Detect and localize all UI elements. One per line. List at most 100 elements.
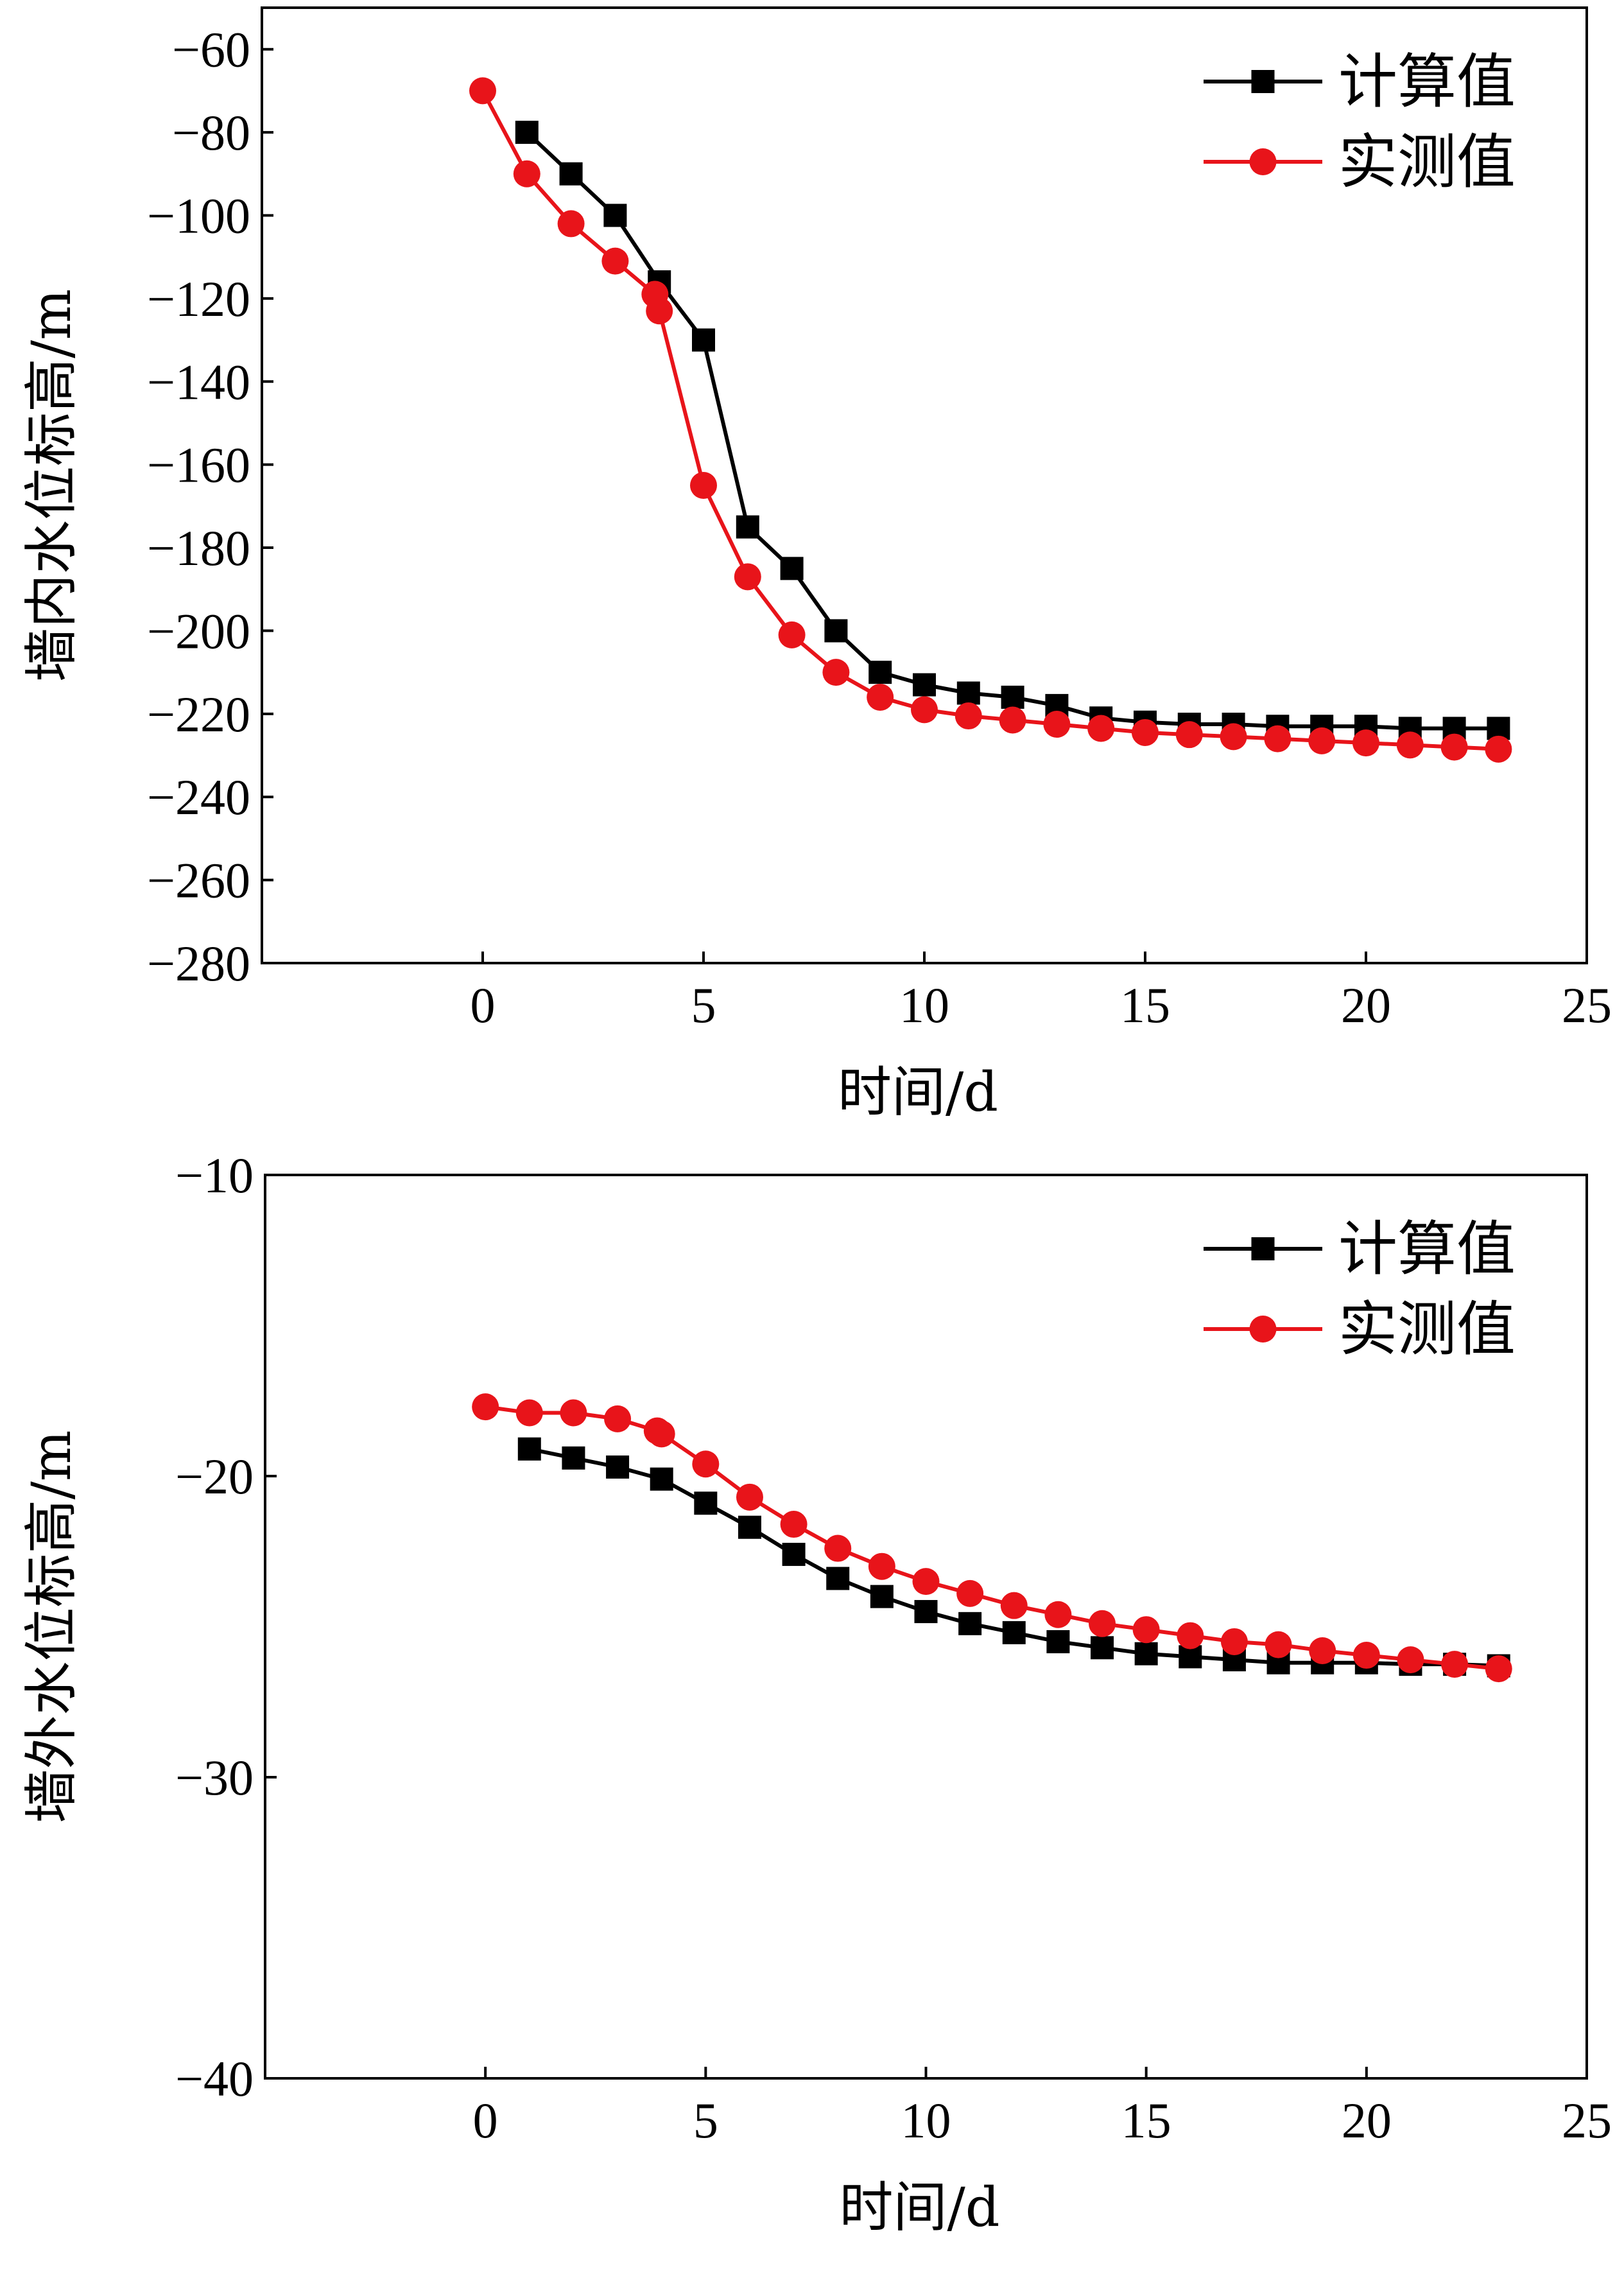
data-point-measured <box>867 683 894 711</box>
data-point-calculated <box>870 1585 894 1608</box>
data-point-calculated <box>868 661 892 684</box>
data-point-calculated <box>562 1446 585 1470</box>
y-axis-title: 墙外水位标高/m <box>20 1430 83 1823</box>
y-tick-label: −160 <box>147 437 250 493</box>
data-point-measured <box>1175 721 1203 749</box>
x-tick-label: 10 <box>901 2092 951 2148</box>
y-tick-label: −30 <box>175 1750 254 1805</box>
data-point-measured <box>1132 1616 1160 1644</box>
data-point-calculated <box>692 328 715 352</box>
y-tick-label: −240 <box>147 769 250 825</box>
data-point-measured <box>601 247 629 275</box>
y-tick-label: −260 <box>147 853 250 909</box>
data-point-measured <box>1440 733 1468 761</box>
data-point-measured <box>692 1450 720 1478</box>
data-point-measured <box>646 297 673 325</box>
data-point-measured <box>1043 711 1071 738</box>
data-point-measured <box>560 1399 587 1427</box>
data-point-measured <box>469 77 496 105</box>
data-point-measured <box>1132 718 1159 746</box>
data-point-measured <box>1309 1637 1336 1665</box>
data-point-measured <box>1397 1646 1424 1674</box>
data-point-calculated <box>603 204 627 227</box>
data-point-calculated <box>606 1455 630 1479</box>
data-point-measured <box>1265 1631 1292 1658</box>
data-point-measured <box>736 1483 763 1511</box>
data-point-calculated <box>913 673 936 697</box>
data-point-measured <box>1441 1651 1469 1678</box>
y-tick-label: −180 <box>147 520 250 576</box>
data-point-calculated <box>824 619 848 643</box>
data-point-measured <box>557 210 585 238</box>
data-point-measured <box>1000 1592 1028 1619</box>
data-point-measured <box>648 1420 675 1448</box>
data-point-calculated <box>956 681 980 705</box>
data-point-calculated <box>559 162 583 186</box>
data-point-measured <box>1220 1628 1248 1655</box>
data-point-measured <box>472 1393 499 1421</box>
legend-marker-calculated <box>1251 70 1275 93</box>
chart-wall-inside-water-level: 0 5 10 15 20 25 −60 −80 −100 −120 −140 −160 −180 −200… <box>20 6 1612 1124</box>
data-point-measured <box>1089 1610 1116 1637</box>
data-point-calculated <box>1046 1630 1070 1653</box>
data-point-calculated <box>650 1467 673 1491</box>
legend-label-calculated: 计算值 <box>1338 48 1516 116</box>
y-tick-label: −10 <box>175 1147 254 1203</box>
data-point-calculated <box>826 1567 850 1590</box>
x-tick-label: 15 <box>1120 977 1170 1033</box>
data-point-calculated <box>914 1600 938 1624</box>
data-point-measured <box>513 160 540 187</box>
data-point-measured <box>1264 725 1291 752</box>
data-point-measured <box>690 472 717 499</box>
data-point-measured <box>734 563 761 591</box>
data-point-measured <box>1485 1655 1512 1683</box>
x-tick-label: 10 <box>899 977 949 1033</box>
data-point-calculated <box>736 515 759 539</box>
x-axis-title: 时间/d <box>838 1061 998 1124</box>
x-axis-title: 时间/d <box>839 2176 999 2239</box>
data-point-measured <box>912 1568 940 1595</box>
legend-label-measured: 实测值 <box>1338 1295 1516 1364</box>
data-point-measured <box>1177 1622 1204 1649</box>
data-point-measured <box>822 659 850 686</box>
y-tick-label: −60 <box>172 22 250 78</box>
x-tick-label: 25 <box>1562 2092 1612 2148</box>
legend-label-calculated: 计算值 <box>1338 1215 1516 1283</box>
data-point-measured <box>956 1579 984 1607</box>
y-axis-title: 墙内水位标高/m <box>20 289 83 682</box>
data-point-calculated <box>1002 1621 1026 1644</box>
x-tick-label: 20 <box>1341 977 1391 1033</box>
data-point-calculated <box>782 1542 806 1566</box>
data-point-measured <box>778 621 806 648</box>
y-tick-label: −20 <box>175 1448 254 1504</box>
data-point-calculated <box>515 121 539 144</box>
y-tick-label: −80 <box>172 105 250 161</box>
y-tick-label: −140 <box>147 354 250 410</box>
data-point-calculated <box>958 1612 982 1635</box>
data-point-calculated <box>517 1437 541 1461</box>
data-point-measured <box>1044 1601 1072 1628</box>
data-point-measured <box>1308 727 1336 754</box>
x-tick-label: 0 <box>473 2092 498 2148</box>
data-point-measured <box>911 696 938 724</box>
data-point-measured <box>1352 1642 1380 1669</box>
y-tick-label: −120 <box>147 271 250 327</box>
y-tick-label: −200 <box>147 603 250 659</box>
data-point-calculated <box>1001 685 1024 709</box>
y-tick-label: −220 <box>147 686 250 742</box>
data-point-measured <box>604 1405 632 1432</box>
x-tick-label: 0 <box>471 977 496 1033</box>
data-point-measured <box>955 702 982 730</box>
data-point-measured <box>999 706 1026 734</box>
data-point-measured <box>1220 723 1247 751</box>
data-point-calculated <box>738 1515 761 1539</box>
y-tick-label: −40 <box>175 2051 254 2107</box>
data-point-measured <box>868 1552 895 1580</box>
x-tick-label: 15 <box>1121 2092 1171 2148</box>
x-tick-label: 5 <box>691 977 716 1033</box>
x-tick-label: 5 <box>693 2092 718 2148</box>
legend-marker-measured <box>1249 1316 1277 1343</box>
